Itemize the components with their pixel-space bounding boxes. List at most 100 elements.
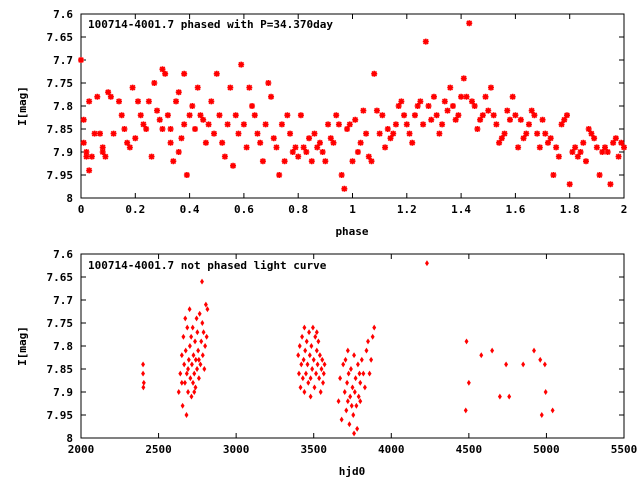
data-point xyxy=(80,116,87,123)
data-point xyxy=(347,421,352,428)
data-point xyxy=(175,89,182,96)
data-point xyxy=(593,144,600,151)
data-point xyxy=(311,356,316,363)
chart-unphased: 100714-4001.7 not phased light curve hjd… xyxy=(16,248,637,478)
data-point xyxy=(137,112,144,119)
data-point xyxy=(200,116,207,123)
data-point xyxy=(307,329,312,336)
chart-phased: 100714-4001.7 phased with P=34.370day ph… xyxy=(16,8,627,238)
data-point xyxy=(352,116,359,123)
x-tick-label: 3000 xyxy=(223,443,250,456)
data-point xyxy=(319,366,324,372)
y-tick-label: 7.65 xyxy=(47,31,74,44)
data-point xyxy=(192,389,197,395)
data-point xyxy=(604,149,611,155)
data-point xyxy=(302,389,307,395)
data-point xyxy=(314,329,319,336)
data-point xyxy=(216,112,223,119)
data-point xyxy=(463,407,468,414)
data-point xyxy=(287,130,294,137)
data-point xyxy=(542,361,547,368)
data-point xyxy=(201,329,206,336)
data-point xyxy=(107,93,114,100)
x-tick-label: 1.6 xyxy=(505,203,525,216)
data-point xyxy=(479,112,486,119)
data-point xyxy=(126,144,133,151)
data-point xyxy=(254,130,261,137)
data-point xyxy=(330,139,337,146)
data-point xyxy=(141,370,146,377)
data-point xyxy=(203,343,208,349)
data-point xyxy=(184,412,189,418)
data-point xyxy=(368,158,375,165)
data-point xyxy=(490,347,495,354)
y-axis-label-unphased: I[mag] xyxy=(16,326,29,366)
data-point xyxy=(320,356,325,363)
data-point xyxy=(186,112,193,119)
data-point xyxy=(458,93,465,100)
data-point xyxy=(555,153,562,160)
data-point xyxy=(308,393,313,400)
y-tick-label: 7.85 xyxy=(47,123,74,136)
data-point xyxy=(110,130,117,137)
data-point xyxy=(538,356,543,363)
data-point xyxy=(507,393,512,400)
data-point xyxy=(466,379,471,386)
data-point xyxy=(224,121,231,128)
data-point xyxy=(129,84,136,91)
data-point xyxy=(366,338,370,345)
data-point xyxy=(246,84,253,91)
data-point xyxy=(313,333,318,340)
data-point xyxy=(213,70,220,77)
data-point xyxy=(447,84,454,91)
data-point xyxy=(181,70,188,77)
data-point xyxy=(308,158,315,165)
x-tick-label: 1.2 xyxy=(397,203,417,216)
data-point xyxy=(183,172,190,178)
data-point xyxy=(358,398,363,405)
data-point xyxy=(321,379,325,386)
y-tick-label: 7.8 xyxy=(53,100,73,113)
data-point xyxy=(193,384,198,391)
data-point xyxy=(539,412,544,418)
data-point xyxy=(468,98,475,105)
data-point xyxy=(167,139,174,146)
x-axis-label-phased: phase xyxy=(335,225,368,238)
data-point xyxy=(178,135,185,142)
data-point xyxy=(83,153,90,160)
data-point xyxy=(86,167,93,174)
data-point xyxy=(358,379,363,386)
data-point xyxy=(176,389,181,395)
data-point xyxy=(191,352,196,359)
y-tick-label: 7.8 xyxy=(53,340,73,353)
data-point xyxy=(140,121,147,128)
data-point xyxy=(346,370,351,377)
data-point xyxy=(498,135,505,142)
data-point xyxy=(392,121,399,128)
data-point xyxy=(297,370,301,377)
data-point xyxy=(463,93,470,100)
data-point xyxy=(186,389,191,395)
data-point xyxy=(105,89,112,96)
data-point xyxy=(357,139,364,146)
data-point xyxy=(195,366,200,372)
data-point xyxy=(143,126,150,132)
data-point xyxy=(88,153,95,160)
data-point xyxy=(189,361,194,368)
data-point xyxy=(335,121,342,128)
x-tick-label: 5500 xyxy=(611,443,638,456)
data-point xyxy=(525,121,532,128)
data-point xyxy=(300,375,305,382)
data-point xyxy=(303,370,308,377)
data-point xyxy=(309,343,314,349)
data-point xyxy=(361,370,366,377)
data-point xyxy=(249,103,256,109)
data-point xyxy=(512,112,519,119)
data-point xyxy=(345,379,350,386)
data-point xyxy=(485,107,492,114)
data-point xyxy=(506,116,513,123)
data-point xyxy=(352,430,357,437)
data-point xyxy=(367,370,372,377)
data-point xyxy=(345,398,350,405)
data-point xyxy=(265,80,272,86)
